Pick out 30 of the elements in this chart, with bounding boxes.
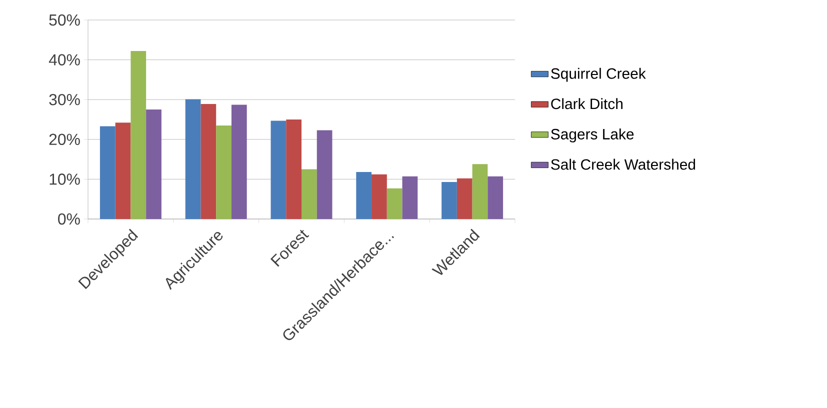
bar [488,176,504,219]
bar [200,104,216,219]
bar [185,99,201,219]
y-tick-label: 50% [49,14,80,26]
bar [115,122,131,219]
bar [386,188,402,219]
bar [302,169,317,219]
legend-label: Sagers Lake [551,128,634,142]
bar [456,178,472,219]
bar [372,174,387,219]
legend-label: Clark Ditch [551,98,622,110]
bar [356,172,372,219]
bar [270,120,286,219]
bar [231,104,247,219]
legend-label: Squirrel Creek [551,68,646,82]
y-tick-label: 30% [49,94,80,106]
bar [442,182,457,219]
bar [146,110,162,219]
bar [216,125,232,219]
y-tick-label: 20% [49,134,80,146]
bar [316,130,332,219]
bar [286,120,302,219]
y-tick-label: 40% [48,54,80,66]
y-tick-label: 0% [58,213,80,225]
bar [472,164,488,219]
bar [100,126,116,219]
y-tick-label: 10% [50,174,80,185]
bar [130,51,146,219]
bar [402,176,418,219]
legend-label: Salt Creek Watershed [551,158,696,170]
